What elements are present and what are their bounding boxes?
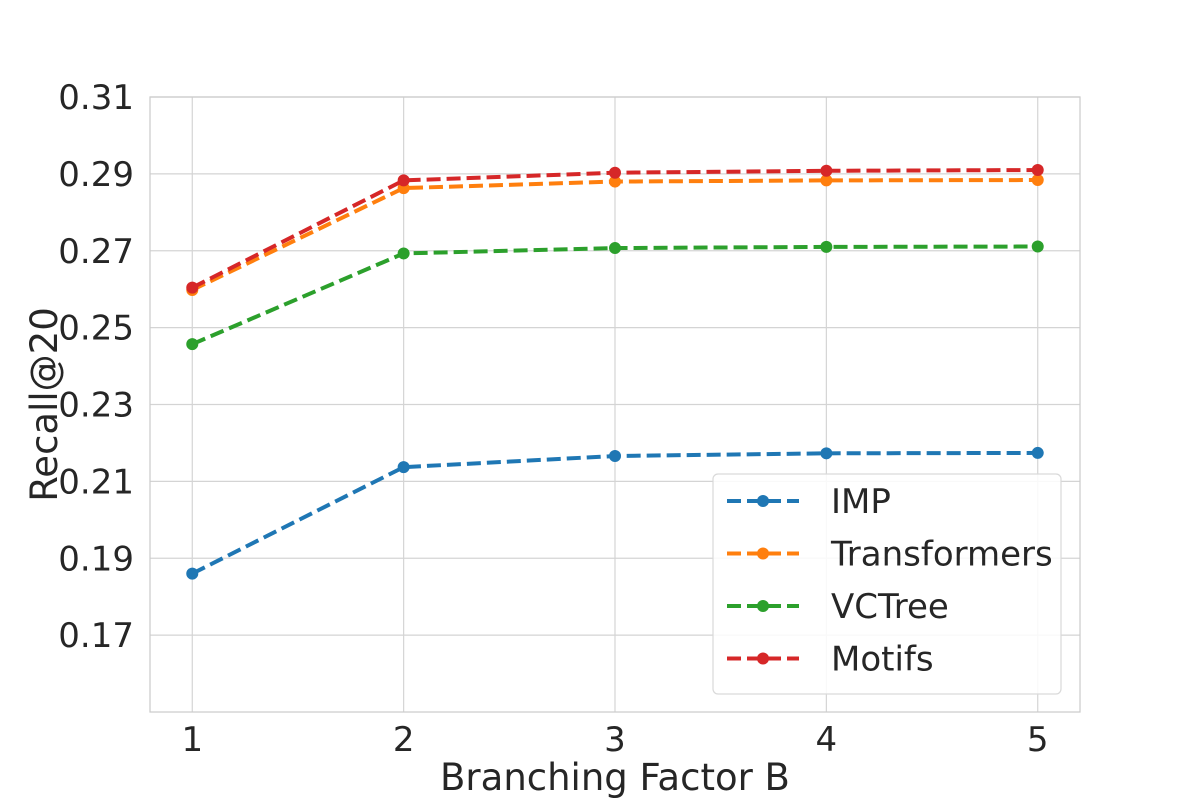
y-tick-label: 0.25 [58, 309, 134, 349]
series-imp [186, 446, 1044, 580]
legend-item: Motifs [727, 640, 934, 680]
y-tick-label: 0.23 [58, 386, 134, 426]
data-point [820, 174, 833, 187]
data-point [1031, 446, 1044, 459]
x-tick-label: 3 [604, 720, 626, 760]
data-point [1031, 174, 1044, 187]
legend-label: VCTree [831, 587, 949, 627]
x-tick-label: 4 [816, 720, 838, 760]
x-axis-label: Branching Factor B [440, 756, 790, 799]
series-vctree [186, 240, 1044, 351]
legend-label: Motifs [831, 640, 934, 680]
legend-swatch-marker [757, 600, 769, 612]
x-tick-label: 1 [181, 720, 203, 760]
data-point [820, 240, 833, 253]
legend-box [712, 473, 1062, 695]
legend-swatch-marker [757, 652, 769, 665]
data-point [609, 166, 621, 179]
data-point [397, 247, 410, 260]
data-point [609, 175, 621, 188]
x-tick-label: 2 [393, 720, 415, 760]
series-motifs [186, 164, 1044, 294]
legend-label: Transformers [830, 535, 1053, 575]
data-point [1031, 240, 1044, 253]
data-point [186, 567, 199, 580]
y-tick-label: 0.21 [58, 462, 134, 502]
data-point [1031, 164, 1044, 177]
legend-item: Transformers [727, 535, 1053, 575]
data-point [186, 338, 199, 351]
y-tick-label: 0.27 [58, 232, 134, 272]
data-point [186, 281, 199, 294]
series-group [186, 164, 1044, 580]
legend-item: IMP [727, 482, 891, 522]
data-point [609, 242, 621, 255]
data-point [397, 461, 410, 474]
y-tick-label: 0.19 [58, 539, 134, 579]
y-tick-label: 0.31 [58, 78, 134, 118]
y-tick-label: 0.29 [58, 155, 134, 195]
data-point [609, 450, 621, 463]
legend-item: VCTree [727, 587, 949, 627]
x-tick-label: 5 [1027, 720, 1049, 760]
y-tick-labels: 0.17 0.19 0.21 0.23 0.25 0.27 0.29 0.31 [58, 78, 134, 656]
x-tick-labels: 1 2 3 4 5 [181, 720, 1048, 760]
legend-label: IMP [831, 482, 891, 522]
y-axis-label: Recall@20 [23, 307, 66, 501]
legend-swatch-marker [757, 547, 769, 560]
data-point [397, 174, 410, 187]
legend-swatch-marker [757, 495, 769, 507]
plot-frame [149, 96, 1081, 713]
y-tick-label: 0.17 [58, 616, 134, 656]
data-point [820, 447, 833, 460]
data-point [820, 164, 833, 177]
legend: IMP Transformers VCTree Motifs [712, 473, 1062, 695]
